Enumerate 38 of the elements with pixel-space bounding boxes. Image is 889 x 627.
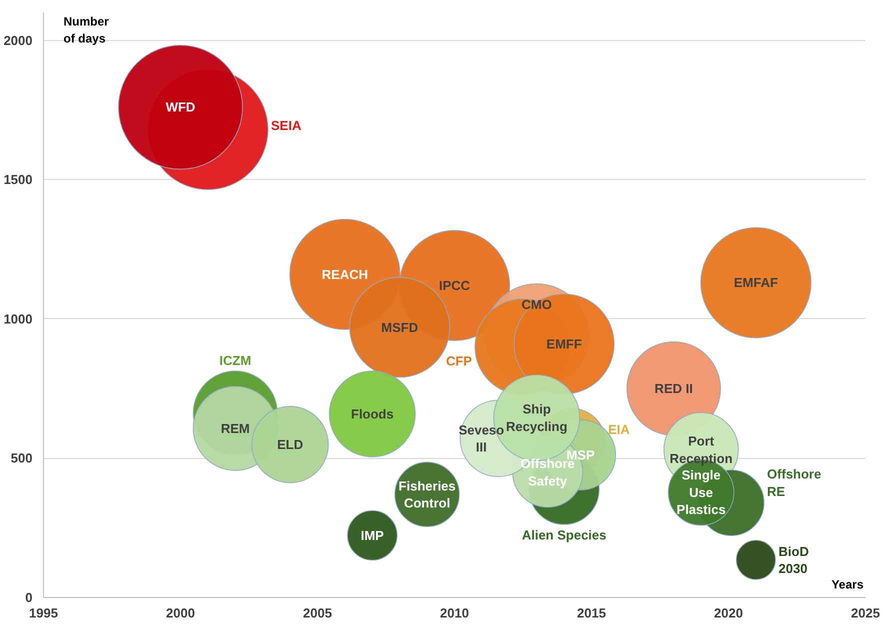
x-tick-label: 2015 xyxy=(577,606,606,620)
series-label: RED II xyxy=(654,381,693,396)
x-axis-title: Years xyxy=(831,578,864,592)
x-tick-label: 2010 xyxy=(440,606,469,620)
y-tick-label: 2000 xyxy=(4,32,32,48)
series-label: Offshore RE xyxy=(767,466,822,499)
series-label: EIA xyxy=(608,422,630,437)
series-label: MSFD xyxy=(381,320,418,335)
y-tick-label: 500 xyxy=(10,450,33,466)
series-label: ICZM xyxy=(219,353,252,368)
series-label: Floods xyxy=(350,406,394,422)
y-axis-title: Number of days xyxy=(64,14,110,46)
y-tick-label: 1500 xyxy=(4,172,32,188)
series-label: CFP xyxy=(446,353,472,368)
series-label: IPCC xyxy=(438,278,471,293)
series-label: WFD xyxy=(166,100,196,115)
x-tick-label: 2025 xyxy=(851,606,880,620)
series-label: Port Reception xyxy=(670,434,733,466)
series-label: EMFF xyxy=(546,336,582,352)
y-tick-label: 1000 xyxy=(4,311,32,326)
series-label: SEIA xyxy=(271,118,302,133)
series-label: REM xyxy=(220,420,250,436)
series-label: Alien Species xyxy=(522,527,606,542)
x-tick-label: 2000 xyxy=(166,606,195,620)
series-label: Seveso III xyxy=(458,422,504,455)
series-label: EMFAF xyxy=(734,275,778,290)
series-label: IMP xyxy=(360,528,384,543)
series-label: BioD 2030 xyxy=(778,544,809,576)
series-label: MSP xyxy=(566,447,595,462)
series-label: Single Use Plastics xyxy=(676,468,726,518)
x-tick-label: 1995 xyxy=(29,606,58,620)
series-label: Ship Recycling xyxy=(506,402,568,434)
series-label: ELD xyxy=(277,437,304,452)
series-label: Fisheries Control xyxy=(398,478,456,511)
series-label: REACH xyxy=(322,266,368,282)
y-tick-label: 0 xyxy=(25,590,33,605)
x-tick-label: 2020 xyxy=(714,606,743,620)
x-tick-label: 2005 xyxy=(303,606,332,620)
